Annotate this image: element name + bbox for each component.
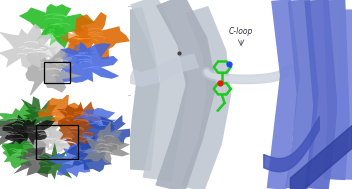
PathPatch shape (130, 0, 189, 182)
Polygon shape (57, 118, 95, 146)
Polygon shape (65, 43, 95, 65)
PathPatch shape (267, 0, 300, 189)
Polygon shape (83, 133, 130, 163)
Bar (37, 125, 78, 159)
PathPatch shape (304, 0, 338, 189)
Text: C-loop: C-loop (229, 27, 253, 36)
Polygon shape (37, 143, 75, 180)
Polygon shape (19, 4, 95, 48)
Polygon shape (49, 143, 100, 177)
Polygon shape (23, 121, 68, 150)
Polygon shape (64, 12, 130, 60)
Bar (44, 62, 70, 83)
Polygon shape (46, 124, 94, 154)
Polygon shape (1, 140, 39, 169)
Polygon shape (30, 41, 58, 64)
Polygon shape (44, 53, 74, 74)
Polygon shape (67, 135, 112, 172)
PathPatch shape (285, 0, 319, 189)
PathPatch shape (155, 0, 217, 189)
Polygon shape (3, 125, 48, 161)
Polygon shape (64, 120, 101, 151)
Polygon shape (55, 42, 119, 83)
PathPatch shape (118, 7, 160, 171)
Polygon shape (0, 119, 38, 151)
PathPatch shape (181, 6, 231, 189)
Polygon shape (73, 108, 117, 140)
Polygon shape (2, 115, 55, 145)
Polygon shape (0, 24, 51, 68)
Circle shape (50, 38, 76, 57)
Polygon shape (13, 96, 58, 134)
Polygon shape (25, 49, 82, 97)
Polygon shape (0, 102, 46, 141)
Polygon shape (14, 147, 58, 178)
Polygon shape (38, 93, 85, 131)
Polygon shape (42, 23, 71, 46)
Polygon shape (59, 26, 93, 46)
Polygon shape (82, 121, 122, 160)
Polygon shape (82, 115, 137, 150)
PathPatch shape (323, 0, 350, 180)
PathPatch shape (334, 9, 352, 180)
Polygon shape (57, 101, 108, 137)
PathPatch shape (127, 53, 199, 87)
